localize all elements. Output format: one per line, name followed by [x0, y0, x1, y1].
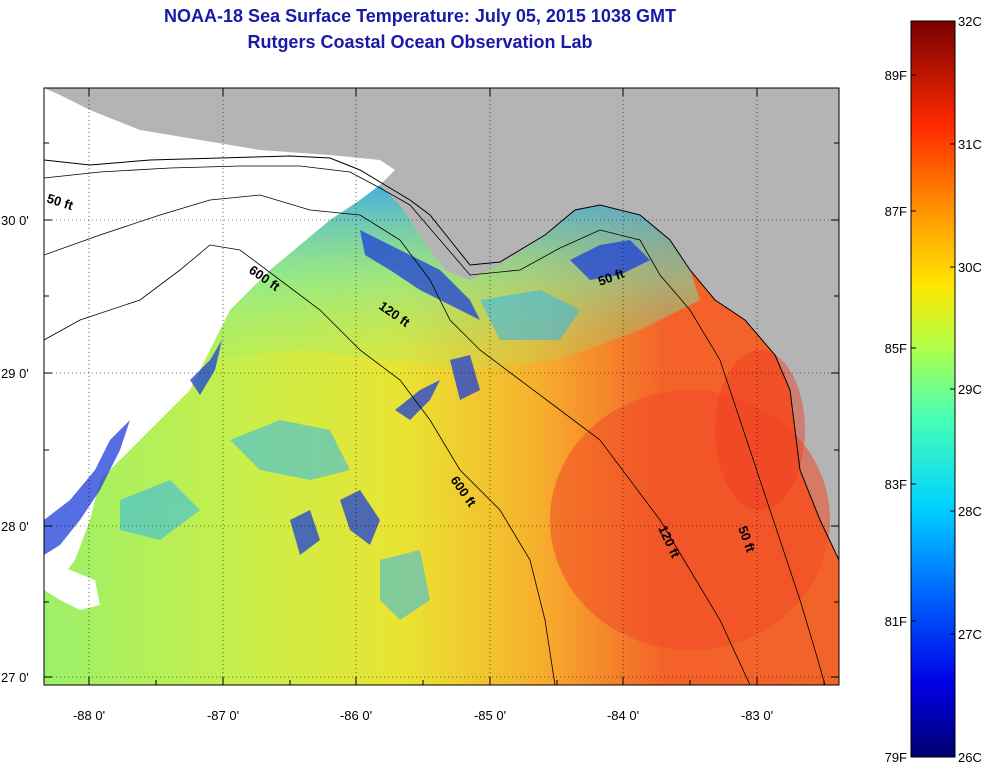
cbar-label-32c: 32C — [958, 14, 982, 29]
cbar-label-79f: 79F — [885, 750, 907, 765]
cbar-label-26c: 26C — [958, 750, 982, 765]
cool-streaks — [44, 230, 650, 555]
lat-label-28: 28 0' — [1, 519, 29, 534]
map-area: 50 ft 600 ft 120 ft 50 ft 600 ft 120 ft … — [44, 88, 839, 685]
cloud-mask-northwest — [44, 88, 395, 590]
cbar-label-87f: 87F — [885, 204, 907, 219]
cbar-label-27c: 27C — [958, 627, 982, 642]
map-title: NOAA-18 Sea Surface Temperature: July 05… — [164, 6, 676, 26]
lon-label-85: -85 0' — [474, 708, 506, 723]
lat-label-30: 30 0' — [1, 213, 29, 228]
contour-120ft — [44, 194, 751, 685]
cbar-label-81f: 81F — [885, 614, 907, 629]
cbar-label-30c: 30C — [958, 260, 982, 275]
colorbar-gradient — [910, 20, 956, 758]
lat-label-29: 29 0' — [1, 366, 29, 381]
cbar-label-83f: 83F — [885, 477, 907, 492]
warm-core — [550, 390, 830, 650]
lon-label-83: -83 0' — [741, 708, 773, 723]
coastline — [44, 155, 839, 561]
colorbar-ticks — [911, 20, 955, 758]
cbar-label-29c: 29C — [958, 382, 982, 397]
lon-label-87: -87 0' — [207, 708, 239, 723]
lon-label-84: -84 0' — [607, 708, 639, 723]
warm-nearshore — [715, 350, 805, 510]
cloud-mask-southwest — [44, 560, 100, 610]
colorbar: 32C 31C 30C 29C 28C 27C 26C 89F 87F 85F … — [885, 14, 982, 765]
cbar-label-28c: 28C — [958, 504, 982, 519]
lon-label-88: -88 0' — [73, 708, 105, 723]
contour-50ft-west — [44, 165, 826, 685]
cyan-patches — [120, 290, 580, 620]
graticule — [44, 88, 839, 685]
cbar-label-85f: 85F — [885, 341, 907, 356]
frame-ticks — [44, 88, 839, 685]
cbar-label-89f: 89F — [885, 68, 907, 83]
cbar-label-31c: 31C — [958, 137, 982, 152]
map-subtitle: Rutgers Coastal Ocean Observation Lab — [247, 32, 593, 52]
lat-label-27: 27 0' — [1, 670, 29, 685]
lon-label-86: -86 0' — [340, 708, 372, 723]
map-frame — [43, 87, 840, 686]
contour-600ft — [44, 244, 556, 685]
